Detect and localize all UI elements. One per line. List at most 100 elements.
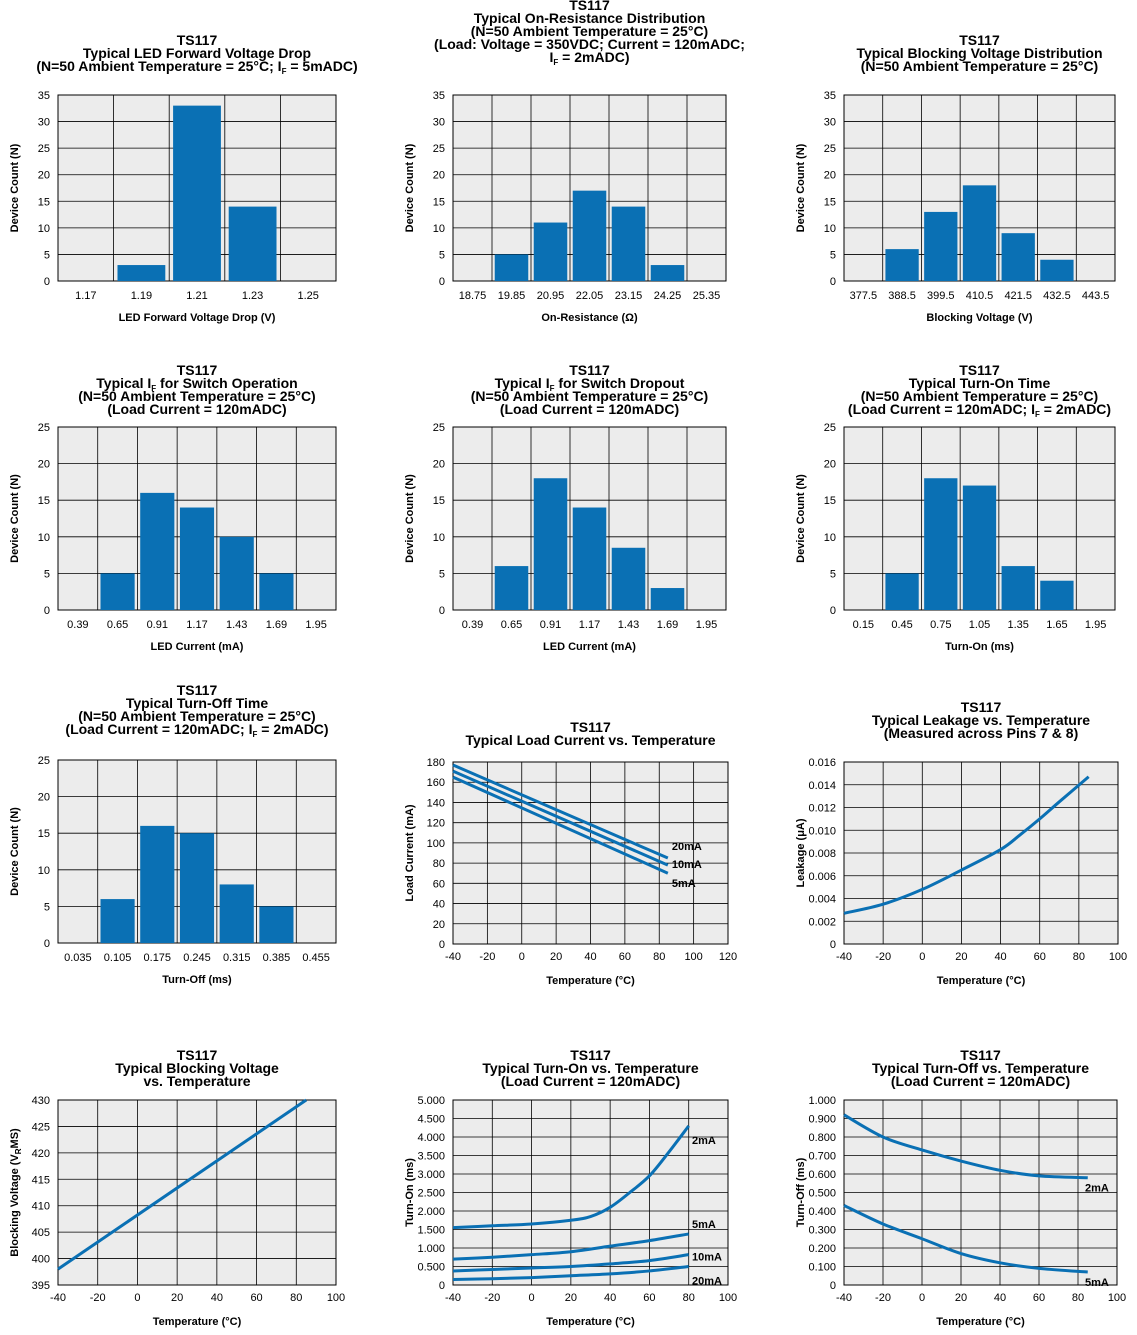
chart-title-line: TS117 xyxy=(177,362,218,378)
x-axis-label: LED Forward Voltage Drop (V) xyxy=(119,312,276,324)
y-tick-label: 5 xyxy=(439,568,445,580)
y-tick-label: 0 xyxy=(830,939,836,951)
bar xyxy=(140,492,175,610)
x-tick-label: 388.5 xyxy=(888,290,916,302)
y-tick-label: 3.500 xyxy=(417,1151,445,1163)
y-axis-label: Device Count (N) xyxy=(795,143,807,232)
chart-panel-7: TS117 Typical Turn-Off Time (N=50 Ambient … xyxy=(0,680,380,1000)
chart-title-line: TS117 xyxy=(959,362,1000,378)
y-tick-label: 420 xyxy=(32,1148,50,1160)
bar xyxy=(611,206,646,281)
bar xyxy=(1001,566,1035,610)
y-tick-label: 0 xyxy=(439,276,445,288)
chart-title-line: TS117 xyxy=(177,682,218,698)
y-tick-label: 40 xyxy=(433,899,445,911)
series-label: 10mA xyxy=(692,1252,722,1264)
x-tick-label: 1.25 xyxy=(297,290,318,302)
y-tick-label: 25 xyxy=(824,143,836,155)
y-axis-label: Device Count (N) xyxy=(404,474,416,563)
bar xyxy=(228,206,277,281)
bar xyxy=(494,254,529,281)
x-tick-label: 0.75 xyxy=(930,619,951,631)
x-tick-label: 1.43 xyxy=(226,619,247,631)
chart-title-line: (Load Current = 120mADC; IF = 2mADC) xyxy=(848,401,1111,419)
y-tick-label: 0.200 xyxy=(808,1243,836,1255)
x-tick-label: -20 xyxy=(484,1292,500,1304)
x-tick-label: 60 xyxy=(1033,1292,1045,1304)
chart-title-line: Typical Turn-On vs. Temperature xyxy=(482,1060,698,1076)
x-tick-label: 0 xyxy=(529,1292,535,1304)
x-tick-label: 100 xyxy=(327,1292,345,1304)
chart-title-line: Typical Leakage vs. Temperature xyxy=(872,712,1090,728)
y-tick-label: 0.010 xyxy=(808,825,836,837)
x-tick-label: 40 xyxy=(994,951,1006,963)
y-tick-label: 0.900 xyxy=(808,1114,836,1126)
chart-title-line: (N=50 Ambient Temperature = 25°C) xyxy=(471,388,708,404)
x-tick-label: 60 xyxy=(619,951,631,963)
x-tick-label: 100 xyxy=(719,1292,737,1304)
chart-panel-3: TS117 Typical Blocking Voltage Distributi… xyxy=(760,0,1137,330)
x-tick-label: 1.35 xyxy=(1008,619,1029,631)
series-line xyxy=(452,1124,690,1230)
x-axis-label: LED Current (mA) xyxy=(543,641,636,653)
x-tick-label: 1.17 xyxy=(75,290,96,302)
y-tick-label: 0 xyxy=(830,276,836,288)
chart-title-line: Typical On-Resistance Distribution xyxy=(474,10,706,26)
y-tick-label: 5 xyxy=(830,249,836,261)
y-tick-label: 25 xyxy=(38,422,50,434)
x-tick-label: 24.25 xyxy=(654,290,682,302)
y-tick-label: 0.014 xyxy=(808,780,836,792)
bar xyxy=(494,566,529,610)
y-tick-label: 400 xyxy=(32,1254,50,1266)
y-tick-label: 10 xyxy=(38,223,50,235)
chart-title-line: (Load Current = 120mADC; IF = 2mADC) xyxy=(65,721,328,739)
x-tick-label: 1.65 xyxy=(1046,619,1067,631)
x-tick-label: 0.65 xyxy=(107,619,128,631)
x-tick-label: 20.95 xyxy=(537,290,565,302)
series-line xyxy=(452,769,669,867)
x-tick-label: -40 xyxy=(445,1292,461,1304)
bar xyxy=(1040,259,1074,281)
chart-panel-6: TS117 Typical Turn-On Time (N=50 Ambient T… xyxy=(760,345,1137,665)
series-label: 5mA xyxy=(672,878,696,890)
y-axis-label: Blocking Voltage (VRMS) xyxy=(9,1128,23,1257)
x-tick-label: -20 xyxy=(875,1292,891,1304)
x-tick-label: 1.69 xyxy=(657,619,678,631)
x-tick-label: 120 xyxy=(719,951,737,963)
y-tick-label: 15 xyxy=(824,495,836,507)
bar xyxy=(885,573,919,610)
x-tick-label: 1.23 xyxy=(242,290,263,302)
x-tick-label: 1.05 xyxy=(969,619,990,631)
x-tick-label: 100 xyxy=(1108,1292,1126,1304)
y-tick-label: 0 xyxy=(439,1280,445,1292)
x-tick-label: 0.035 xyxy=(64,952,92,964)
bar xyxy=(611,547,646,610)
x-tick-label: 0.91 xyxy=(540,619,561,631)
y-tick-label: 15 xyxy=(38,495,50,507)
x-tick-label: 40 xyxy=(211,1292,223,1304)
y-tick-label: 20 xyxy=(824,459,836,471)
y-tick-label: 25 xyxy=(38,755,50,767)
x-tick-label: 1.17 xyxy=(579,619,600,631)
series-line xyxy=(452,1265,689,1281)
y-tick-label: 20 xyxy=(433,919,445,931)
plot-area xyxy=(57,1099,337,1286)
y-tick-label: 1.000 xyxy=(417,1243,445,1255)
x-tick-label: 0 xyxy=(919,1292,925,1304)
x-axis-label: Turn-Off (ms) xyxy=(162,974,232,986)
chart-panel-11: TS117 Typical Turn-On vs. Temperature (Loa… xyxy=(380,1040,760,1330)
chart-title-line: Typical IF for Switch Dropout xyxy=(495,375,685,393)
bar xyxy=(179,507,215,610)
x-tick-label: 1.17 xyxy=(186,619,207,631)
y-tick-label: 140 xyxy=(427,797,445,809)
x-tick-label: 410.5 xyxy=(966,290,994,302)
y-tick-label: 10 xyxy=(433,223,445,235)
chart-title-line: Typical Turn-Off Time xyxy=(126,695,269,711)
chart-title-line: TS117 xyxy=(959,32,1000,48)
y-tick-label: 15 xyxy=(824,196,836,208)
series-label: 2mA xyxy=(1085,1183,1109,1195)
